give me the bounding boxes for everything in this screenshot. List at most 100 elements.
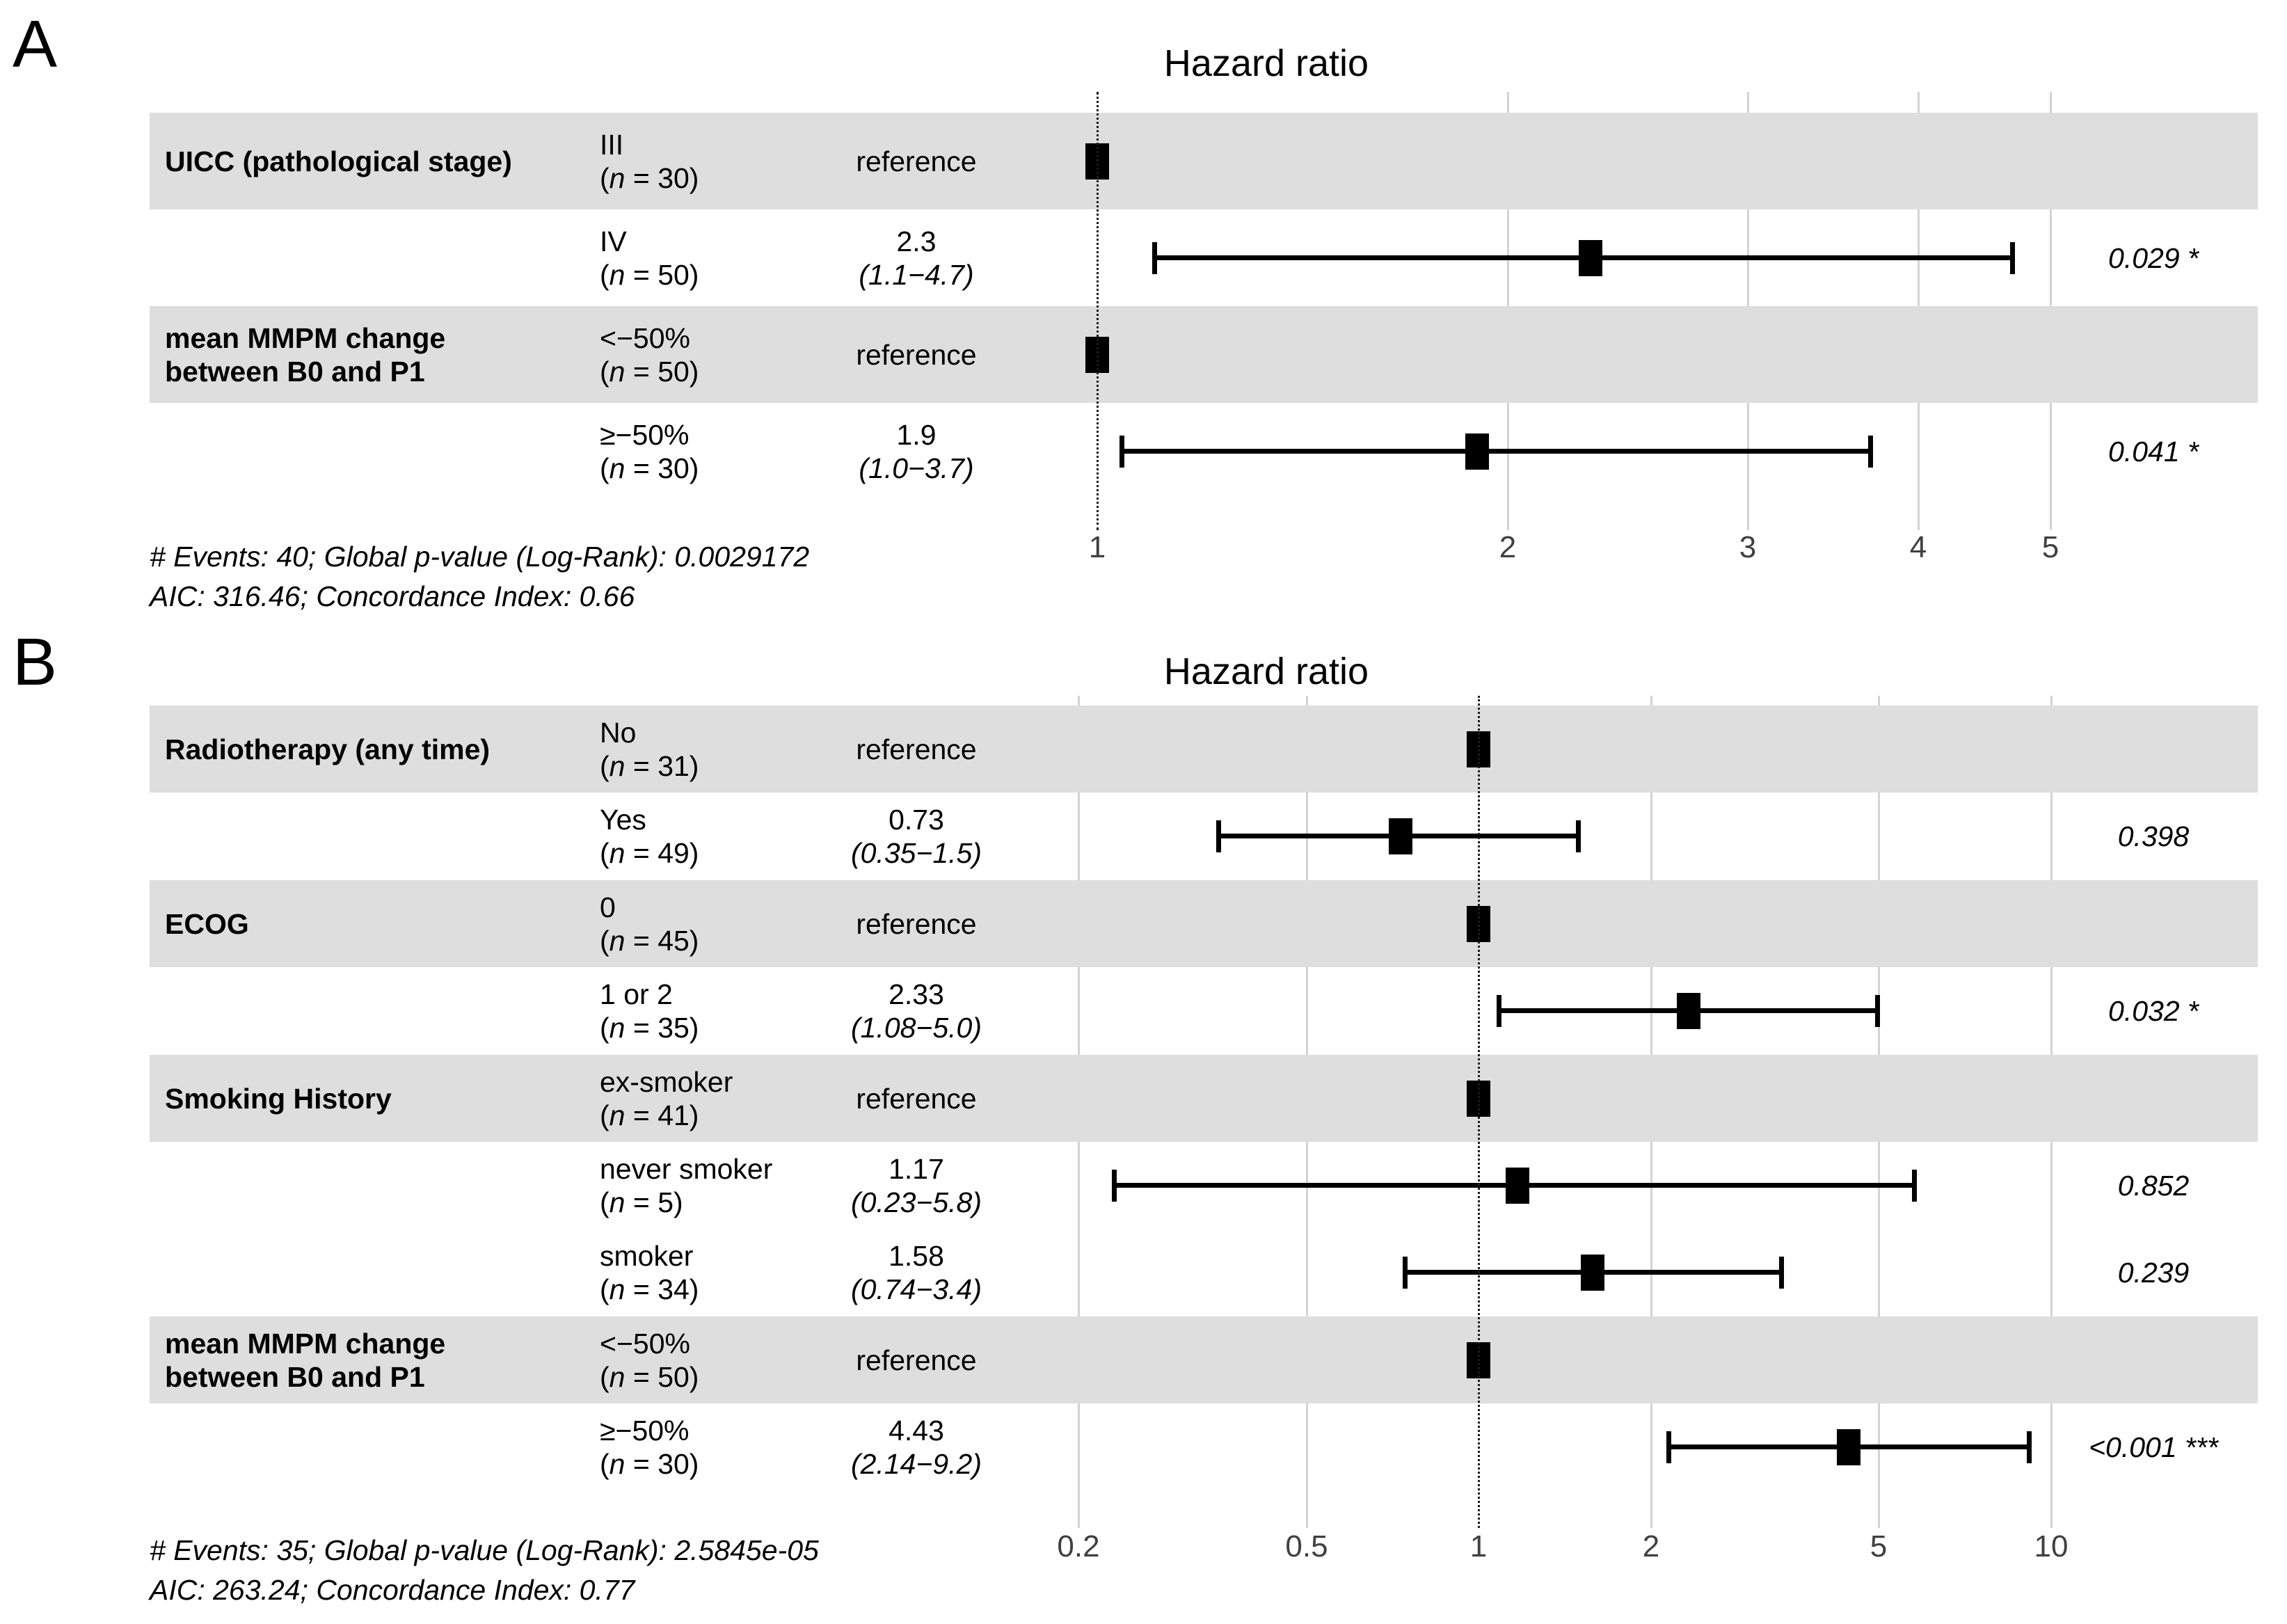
x-axis-tick-label: 4 [1909,530,1927,564]
ci-cap-left [1119,435,1124,468]
n-count-label: (n = 45) [600,924,699,957]
ci-cap-right [2010,241,2015,274]
level-label: never smoker [600,1152,773,1185]
hr-estimate-label: reference [856,1082,977,1115]
variable-name-cell [165,967,582,1054]
variable-name-cell [165,1142,582,1229]
x-axis-tick-label: 5 [2041,530,2059,564]
forest-plot-cell [1009,967,2101,1054]
p-value-label: <0.001 *** [2089,1431,2218,1463]
table-row: smoker (n = 34) 1.58 (0.74−3.4) 0.239 [150,1229,2258,1316]
estimate-cell: 4.43 (2.14−9.2) [784,1403,1049,1490]
hr-point-marker [1389,818,1412,854]
forest-plot-cell [1009,209,2101,306]
variable-name-line: between B0 and P1 [165,355,425,388]
ci-range-label: (1.0−3.7) [859,452,974,484]
ci-bar [1121,448,1872,454]
level-label: 0 [600,891,616,923]
variable-name-cell: mean MMPM change between B0 and P1 [165,306,582,403]
variable-name-line: Smoking History [165,1082,392,1115]
level-label: IV [600,225,627,257]
forest-plot-cell [1009,403,2101,500]
variable-name-line: Radiotherapy (any time) [165,733,491,765]
p-value-cell: 0.041 * [2056,403,2251,500]
n-count-label: (n = 34) [600,1273,699,1305]
estimate-cell: reference [784,113,1049,209]
ci-cap-right [1875,994,1880,1027]
variable-name-line: mean MMPM change [165,321,446,354]
n-count-label: (n = 31) [600,749,699,782]
group-level-cell: never smoker (n = 5) [600,1142,857,1229]
estimate-cell: 1.9 (1.0−3.7) [784,403,1049,500]
hr-estimate-label: 1.58 [888,1239,944,1272]
p-value-label: 0.029 * [2108,241,2199,274]
hr-estimate-label: 0.73 [888,803,944,836]
ci-cap-right [1912,1169,1917,1202]
x-axis-tick-label: 5 [1870,1529,1888,1563]
p-value-cell: 0.239 [2056,1229,2251,1316]
reference-line-hr-1 [1478,696,1480,1528]
ci-range-label: (0.74−3.4) [850,1273,982,1305]
ci-cap-right [1779,1256,1784,1289]
forest-plot-cell [1009,880,2101,967]
ci-cap-right [2027,1431,2032,1463]
estimate-cell: reference [784,880,1049,967]
group-level-cell: IV (n = 50) [600,209,857,306]
estimate-cell: reference [784,306,1049,403]
hr-estimate-label: reference [856,733,977,765]
hr-estimate-label: 2.3 [896,225,937,257]
variable-name-line: ECOG [165,907,249,940]
group-level-cell: III (n = 30) [600,113,857,209]
p-value-cell [2056,1316,2251,1403]
level-label: III [600,128,624,161]
stats-footnote-a: # Events: 40; Global p-value (Log-Rank):… [150,537,809,616]
level-label: <−50% [600,1327,690,1360]
x-axis-tick-label: 1 [1469,1529,1488,1563]
ci-cap-right [1576,820,1581,852]
x-axis-tick-label: 2 [1499,530,1517,564]
ci-cap-left [1152,241,1157,274]
level-label: ≥−50% [600,418,690,451]
table-row: Yes (n = 49) 0.73 (0.35−1.5) 0.398 [150,793,2258,879]
forest-plot-cell [1009,1142,2101,1229]
ci-range-label: (1.1−4.7) [859,258,974,291]
table-row: mean MMPM change between B0 and P1 <−50% (n… [150,306,2258,403]
variable-name-cell: UICC (pathological stage) [165,113,582,209]
group-level-cell: No (n = 31) [600,706,857,793]
group-level-cell: 0 (n = 45) [600,880,857,967]
forest-plot-cell [1009,1403,2101,1490]
x-axis-tick-label: 0.5 [1285,1529,1328,1563]
p-value-cell [2056,1055,2251,1142]
x-axis-tick-label: 10 [2034,1529,2069,1563]
p-value-cell: 0.029 * [2056,209,2251,306]
level-label: smoker [600,1239,694,1272]
group-level-cell: ≥−50% (n = 30) [600,1403,857,1490]
x-axis-tick-label: 2 [1642,1529,1660,1563]
stats-footnote-b: # Events: 35; Global p-value (Log-Rank):… [150,1531,819,1610]
hr-point-marker [1837,1428,1860,1465]
p-value-cell: 0.398 [2056,793,2251,879]
stats-footnote-line-2: AIC: 263.24; Concordance Index: 0.77 [150,1574,635,1606]
p-value-label: 0.398 [2117,820,2190,852]
hr-point-marker [1506,1167,1529,1204]
p-value-label: 0.032 * [2108,994,2199,1027]
table-row: ≥−50% (n = 30) 1.9 (1.0−3.7) 0.041 * [150,403,2258,500]
p-value-cell: 0.852 [2056,1142,2251,1229]
level-label: ex-smoker [600,1065,733,1098]
level-label: 1 or 2 [600,978,673,1010]
ci-range-label: (1.08−5.0) [850,1011,982,1044]
variable-name-line: mean MMPM change [165,1327,446,1360]
group-level-cell: 1 or 2 (n = 35) [600,967,857,1054]
variable-name-line: UICC (pathological stage) [165,145,512,177]
hr-estimate-label: 1.9 [896,418,937,451]
group-level-cell: ex-smoker (n = 41) [600,1055,857,1142]
reference-line-hr-1 [1097,92,1099,530]
hr-estimate-label: 4.43 [888,1414,944,1447]
x-axis-tick-label: 3 [1739,530,1757,564]
group-level-cell: smoker (n = 34) [600,1229,857,1316]
hr-point-marker [1581,1254,1604,1291]
table-row: mean MMPM change between B0 and P1 <−50% (n… [150,1316,2258,1403]
estimate-cell: reference [784,706,1049,793]
